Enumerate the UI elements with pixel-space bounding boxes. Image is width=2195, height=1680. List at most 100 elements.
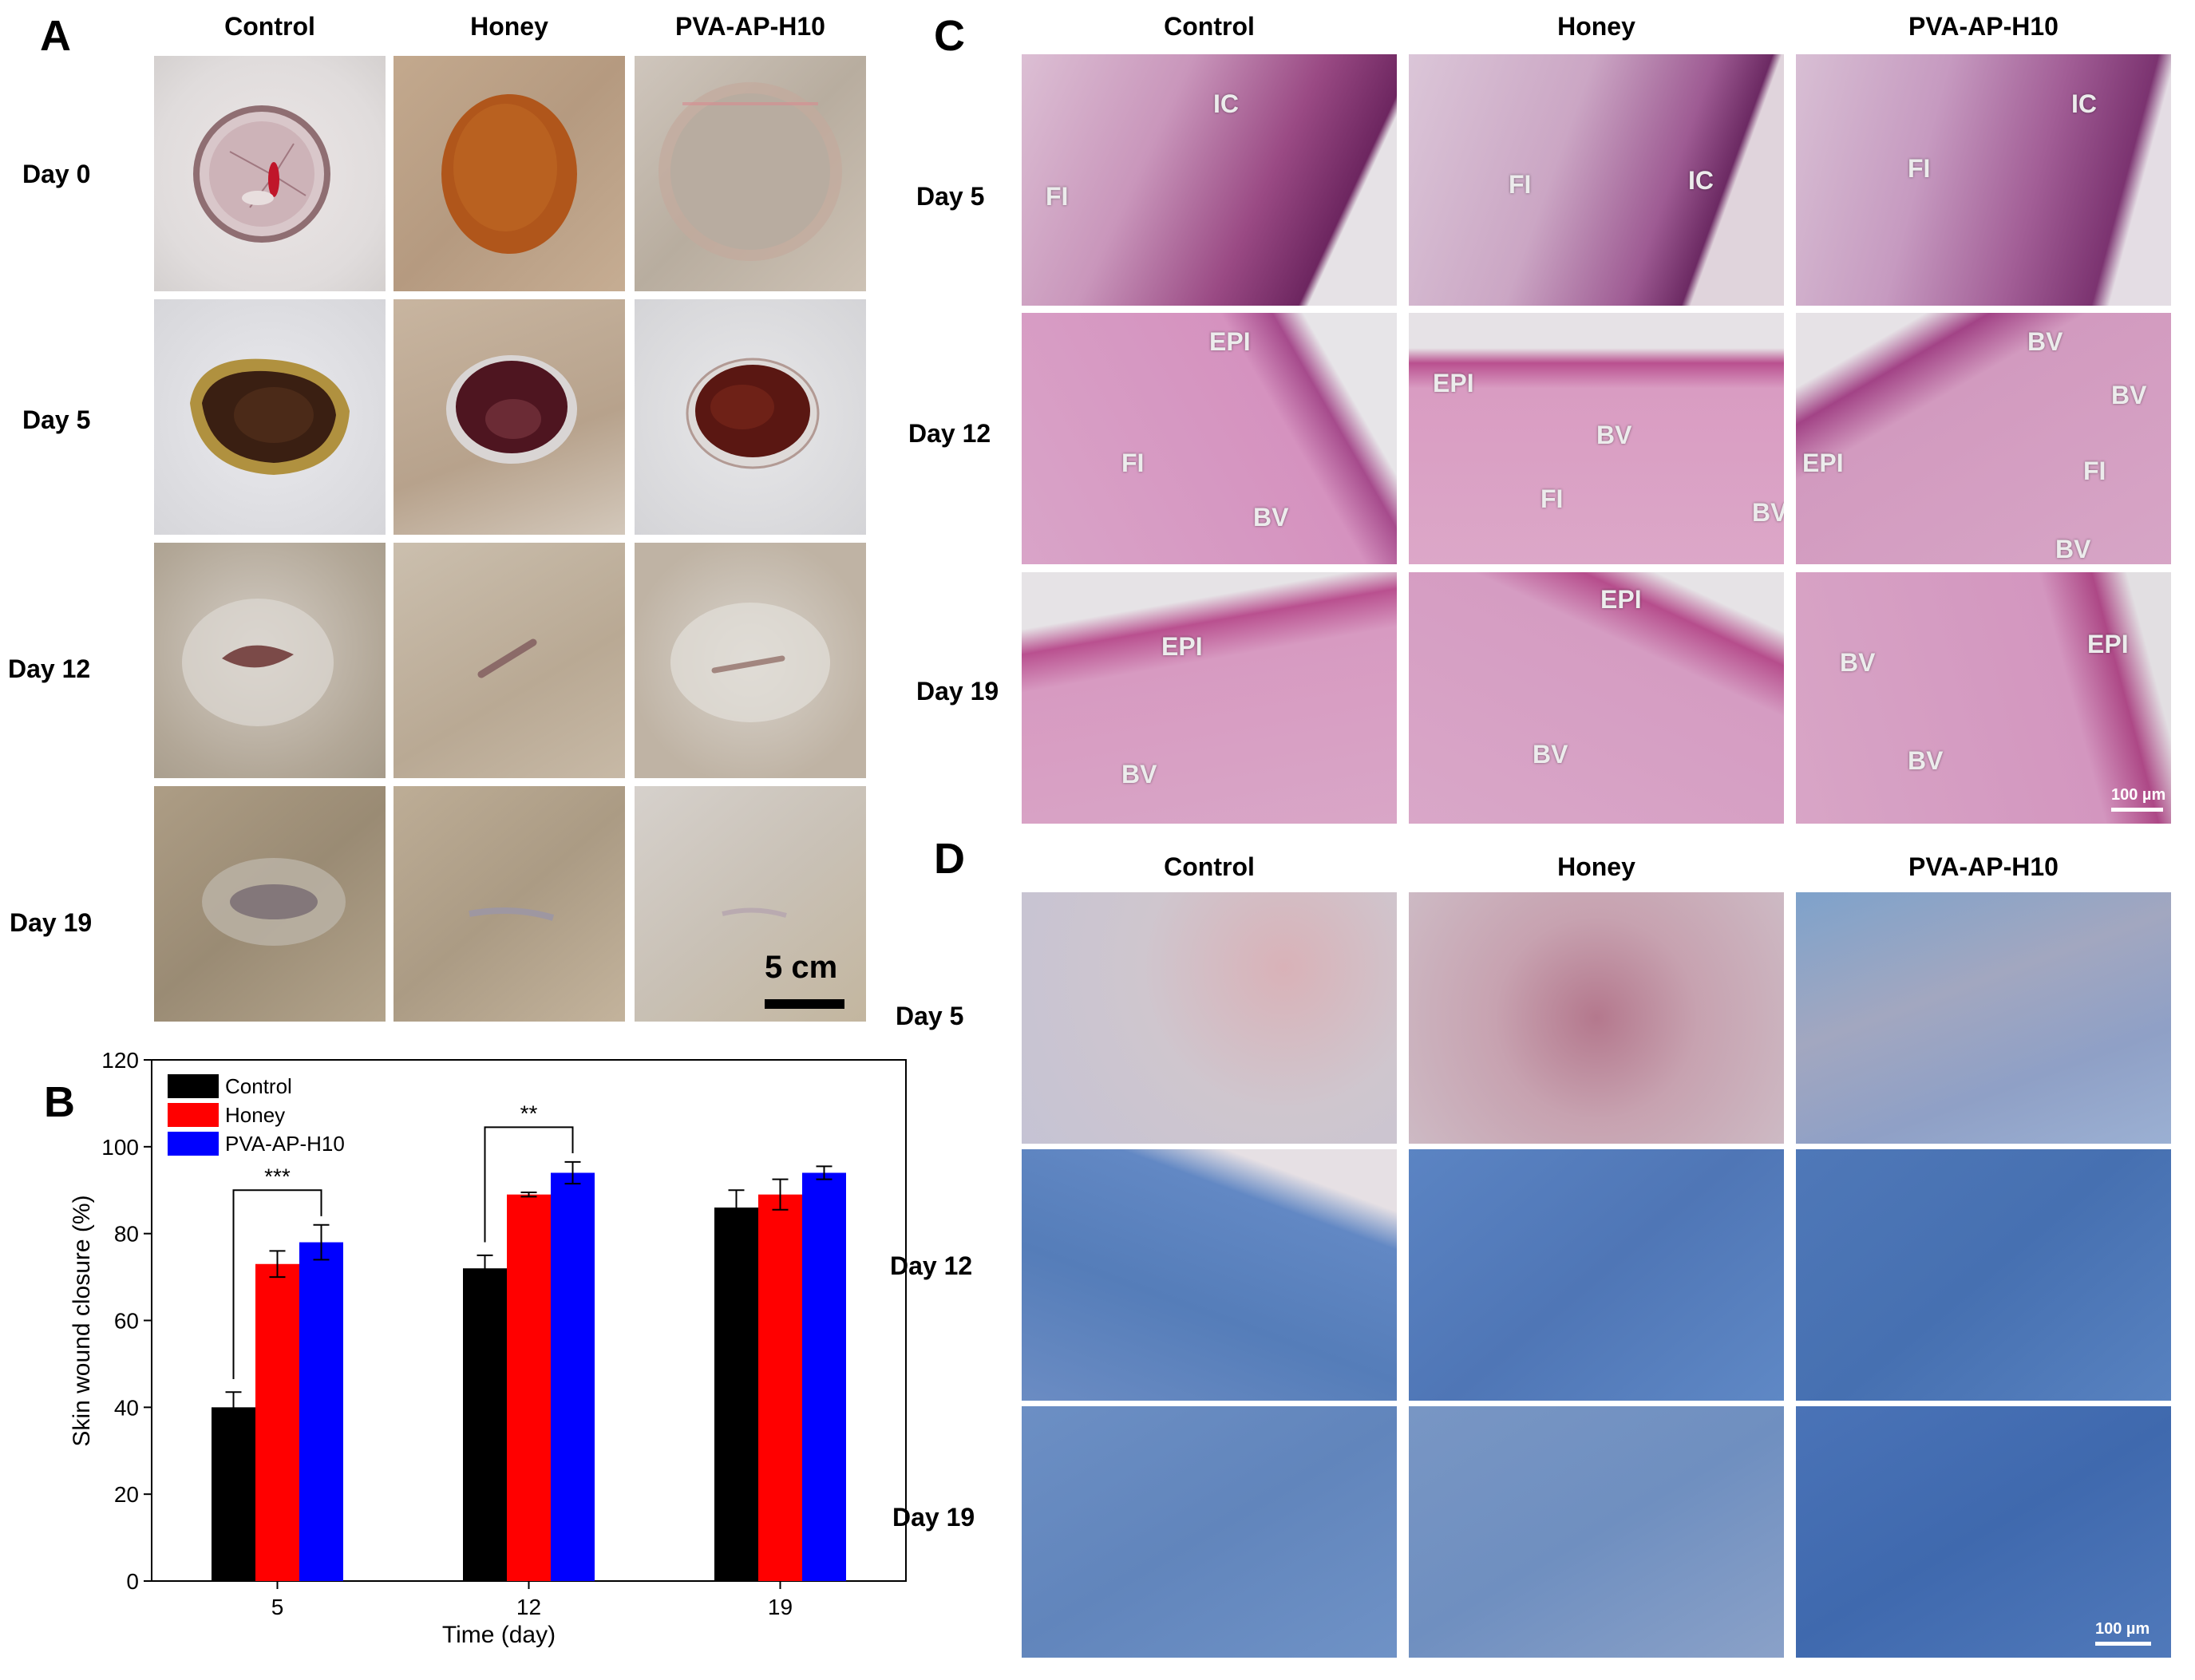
panel-d-col-pva: PVA-AP-H10	[1908, 852, 2059, 881]
he-label: EPI	[1802, 449, 1844, 477]
photo-control-day5	[154, 299, 386, 535]
panel-d-row-day19: Day 19	[892, 1503, 975, 1532]
he-label: FI	[1908, 154, 1931, 183]
mt-honey-day12	[1409, 1149, 1784, 1401]
y-tick-label: 20	[114, 1482, 139, 1507]
photo-pva-day19	[635, 786, 866, 1022]
photo-control-day12	[154, 543, 386, 778]
panel-a-letter: A	[40, 12, 71, 60]
he-label: FI	[1046, 182, 1069, 211]
he-label: BV	[1596, 421, 1632, 449]
photo-honey-day12	[394, 543, 625, 778]
panel-a-row-day12: Day 12	[8, 654, 91, 683]
significance-bracket	[232, 1189, 322, 1379]
he-label: FI	[1540, 484, 1564, 513]
legend-swatch	[168, 1074, 219, 1098]
mt-honey-day5	[1409, 892, 1784, 1144]
he-label: IC	[2071, 89, 2097, 118]
he-label: EPI	[1600, 585, 1642, 614]
y-tick-label: 80	[114, 1222, 139, 1247]
x-tick-label: 12	[516, 1595, 541, 1619]
panel-a-col-pva: PVA-AP-H10	[675, 12, 825, 41]
he-label: BV	[2111, 381, 2147, 409]
panel-a-scale-label: 5 cm	[765, 950, 838, 985]
he-pva-day19: BV EPI BV 100 µm	[1796, 572, 2171, 824]
he-label: IC	[1213, 89, 1239, 118]
photo-honey-day5	[394, 299, 625, 535]
bar-honey	[758, 1194, 802, 1581]
panel-c-letter: C	[934, 12, 965, 60]
bar-honey	[507, 1194, 551, 1581]
panel-d-letter: D	[934, 835, 965, 883]
panel-d-scale-bar	[2095, 1642, 2151, 1646]
photo-pva-day0	[635, 56, 866, 291]
panel-d-scale-label: 100 µm	[2095, 1620, 2150, 1638]
he-label: BV	[1840, 648, 1876, 677]
legend-label: PVA-AP-H10	[225, 1132, 345, 1156]
x-tick-label: 5	[271, 1595, 284, 1619]
he-control-day5: IC FI	[1022, 54, 1397, 306]
panel-d-row-day12: Day 12	[890, 1251, 973, 1280]
photo-control-day19	[154, 786, 386, 1022]
panel-d-row-day5: Day 5	[896, 1002, 964, 1030]
he-label: BV	[1253, 503, 1289, 532]
panel-c-col-control: Control	[1164, 12, 1255, 41]
panel-c-row-day12: Day 12	[908, 419, 991, 448]
y-tick-label: 0	[126, 1569, 139, 1594]
photo-pva-day12	[635, 543, 866, 778]
panel-c-scale-label: 100 µm	[2111, 786, 2166, 804]
panel-a-col-honey: Honey	[470, 12, 548, 41]
he-label: FI	[2083, 457, 2106, 485]
legend-swatch	[168, 1103, 219, 1127]
panel-b-letter: B	[44, 1078, 75, 1126]
photo-control-day0	[154, 56, 386, 291]
he-label: BV	[2055, 535, 2091, 563]
he-label: BV	[1752, 498, 1784, 527]
he-honey-day12: EPI BV FI BV	[1409, 313, 1784, 564]
bar-control	[714, 1208, 758, 1581]
he-label: BV	[1533, 740, 1568, 769]
he-control-day19: EPI BV	[1022, 572, 1397, 824]
mt-honey-day19	[1409, 1406, 1784, 1658]
bar-control	[212, 1407, 255, 1581]
y-tick-label: 120	[101, 1048, 139, 1073]
panel-c-row-day19: Day 19	[916, 677, 999, 706]
bar-honey	[255, 1263, 299, 1581]
mt-control-day12	[1022, 1149, 1397, 1401]
panel-d-col-control: Control	[1164, 852, 1255, 881]
he-label: EPI	[1433, 369, 1474, 397]
x-tick-label: 19	[768, 1595, 793, 1619]
he-pva-day12: BV BV EPI FI BV	[1796, 313, 2171, 564]
panel-a-row-day19: Day 19	[10, 908, 93, 937]
he-honey-day19: EPI BV	[1409, 572, 1784, 824]
he-label: EPI	[1209, 327, 1251, 356]
significance-label: ***	[264, 1164, 291, 1188]
y-tick-label: 100	[101, 1135, 139, 1160]
he-label: EPI	[1161, 632, 1203, 661]
significance-label: **	[520, 1101, 538, 1125]
mt-pva-day12	[1796, 1149, 2171, 1401]
legend-swatch	[168, 1132, 219, 1156]
he-label: FI	[1509, 170, 1532, 199]
bar-pva-ap-h10	[299, 1242, 343, 1581]
panel-a-row-day0: Day 0	[22, 160, 91, 188]
significance-bracket	[484, 1126, 574, 1243]
chart-xlabel: Time (day)	[442, 1622, 556, 1648]
mt-pva-day19: 100 µm	[1796, 1406, 2171, 1658]
he-label: BV	[2027, 327, 2063, 356]
bar-pva-ap-h10	[802, 1172, 846, 1581]
mt-control-day5	[1022, 892, 1397, 1144]
panel-c-col-pva: PVA-AP-H10	[1908, 12, 2059, 41]
photo-honey-day19	[394, 786, 625, 1022]
panel-a-col-control: Control	[224, 12, 315, 41]
legend-label: Honey	[225, 1103, 285, 1127]
panel-a-row-day5: Day 5	[22, 405, 91, 434]
y-tick-label: 60	[114, 1309, 139, 1334]
he-label: FI	[1121, 449, 1145, 477]
photo-pva-day5	[635, 299, 866, 535]
panel-c-scale-bar	[2111, 808, 2163, 812]
panel-a-scale-bar	[765, 999, 844, 1009]
bar-pva-ap-h10	[551, 1172, 595, 1581]
panel-d-col-honey: Honey	[1557, 852, 1635, 881]
